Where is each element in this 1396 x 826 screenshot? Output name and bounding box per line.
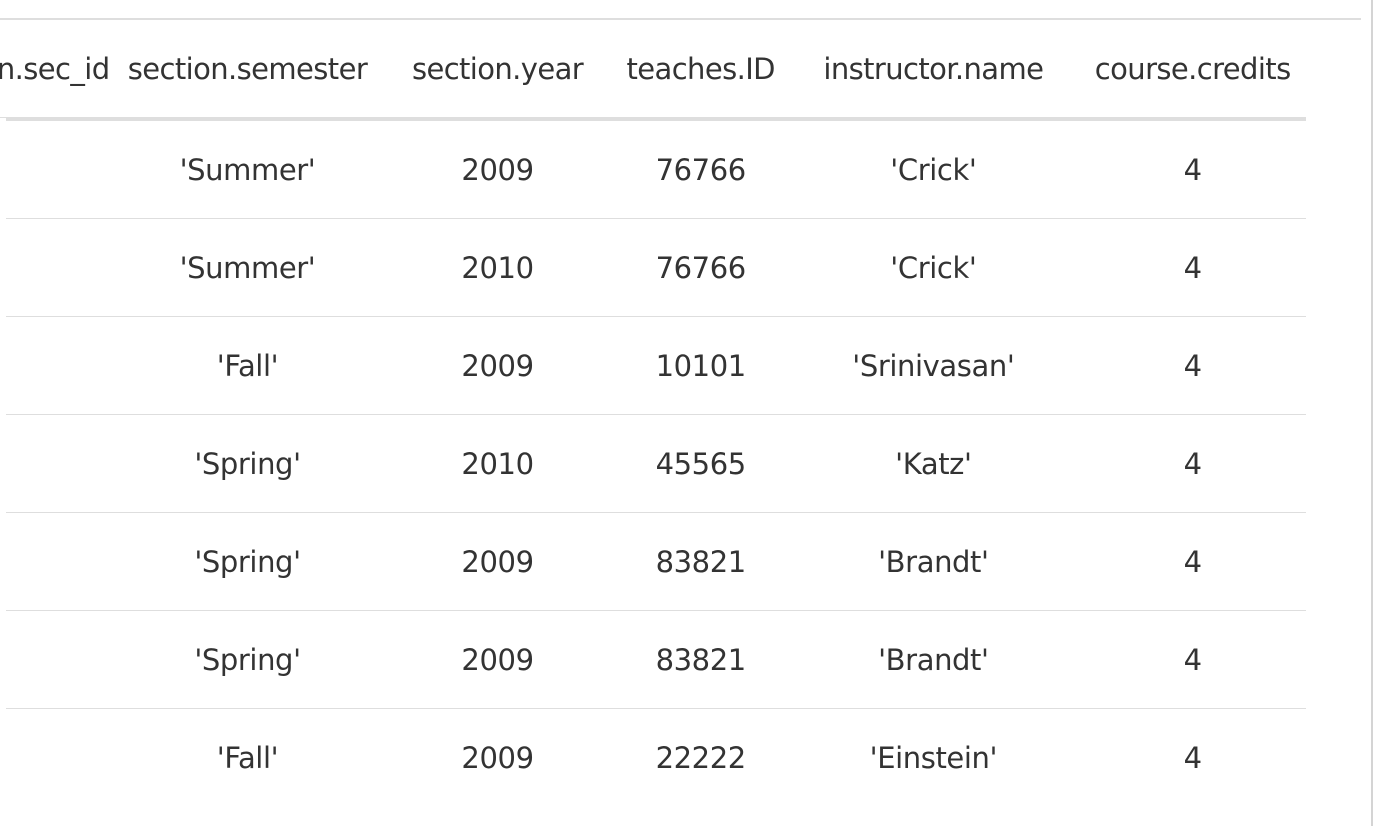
cell-sec-id	[0, 119, 114, 219]
cell-teaches-id: 76766	[655, 152, 747, 187]
cell-semester: 'Summer'	[179, 152, 316, 187]
cell-year: 2009	[380, 512, 615, 611]
cell-instructor-name: 'Brandt'	[787, 610, 1080, 709]
cell-year: 2009	[461, 152, 534, 187]
cell-course-credits: 4	[1183, 152, 1202, 187]
cell-course-credits: 4	[1079, 610, 1306, 709]
table-row: 'Fall' 2009 10101 'Srinivasan' 4	[0, 316, 1306, 415]
cell-course-credits: 4	[1079, 512, 1306, 611]
cell-course-credits: 4	[1079, 708, 1306, 806]
cell-teaches-id: 83821	[614, 610, 788, 709]
table-row: 'Spring' 2009 83821 'Brandt' 4	[0, 512, 1306, 611]
cell-instructor-name: 'Crick'	[890, 152, 977, 187]
table-row: 'Summer' 2010 76766 'Crick' 4	[0, 218, 1306, 317]
column-header-sec-id[interactable]: section.sec_id	[0, 20, 115, 121]
cell-instructor-name: 'Crick'	[787, 218, 1080, 317]
cell-semester: 'Spring'	[114, 414, 381, 513]
column-header-teaches-id[interactable]: teaches.ID	[614, 20, 788, 121]
cell-semester: 'Summer'	[114, 218, 381, 317]
cell-teaches-id: 10101	[614, 316, 788, 415]
cell-sec-id	[0, 218, 115, 317]
cell-teaches-id: 45565	[614, 414, 788, 513]
cell-year: 2009	[380, 610, 615, 709]
cell-year: 2010	[380, 414, 615, 513]
cell-year: 2010	[380, 218, 615, 317]
table-row: 'Spring' 2009 83821 'Brandt' 4	[0, 610, 1306, 709]
cell-teaches-id: 22222	[614, 708, 788, 806]
table-header-row: section.sec_id section.semester section.…	[0, 20, 1306, 121]
cell-sec-id	[0, 316, 115, 415]
cell-year: 2009	[380, 316, 615, 415]
results-table: section.sec_id section.semester section.…	[0, 20, 1306, 806]
cell-course-credits: 4	[1079, 414, 1306, 513]
cell-course-credits: 4	[1079, 218, 1306, 317]
column-header-course-credits[interactable]: course.credits	[1079, 20, 1306, 121]
cell-sec-id	[0, 414, 115, 513]
cell-year: 2009	[380, 708, 615, 806]
left-clip-edge	[0, 118, 6, 826]
table-row: 'Fall' 2009 22222 'Einstein' 4	[0, 708, 1306, 806]
column-header-semester[interactable]: section.semester	[114, 20, 381, 121]
table-top-divider	[0, 18, 1361, 20]
cell-semester: 'Fall'	[114, 708, 381, 806]
cell-sec-id	[0, 610, 115, 709]
table-row: 'Summer' 2009 76766 'Crick' 4	[0, 119, 1306, 219]
column-header-year[interactable]: section.year	[380, 20, 615, 121]
cell-teaches-id: 83821	[614, 512, 788, 611]
cell-course-credits: 4	[1079, 316, 1306, 415]
cell-semester: 'Spring'	[114, 610, 381, 709]
table-row: 'Spring' 2010 45565 'Katz' 4	[0, 414, 1306, 513]
cell-teaches-id: 76766	[614, 218, 788, 317]
cell-sec-id	[0, 708, 115, 806]
cell-semester: 'Spring'	[114, 512, 381, 611]
vertical-scrollbar[interactable]	[1371, 0, 1396, 826]
cell-instructor-name: 'Srinivasan'	[787, 316, 1080, 415]
cell-sec-id	[0, 512, 115, 611]
cell-instructor-name: 'Katz'	[787, 414, 1080, 513]
cell-instructor-name: 'Einstein'	[787, 708, 1080, 806]
cell-semester: 'Fall'	[114, 316, 381, 415]
column-header-instructor-name[interactable]: instructor.name	[787, 20, 1080, 121]
cell-instructor-name: 'Brandt'	[787, 512, 1080, 611]
